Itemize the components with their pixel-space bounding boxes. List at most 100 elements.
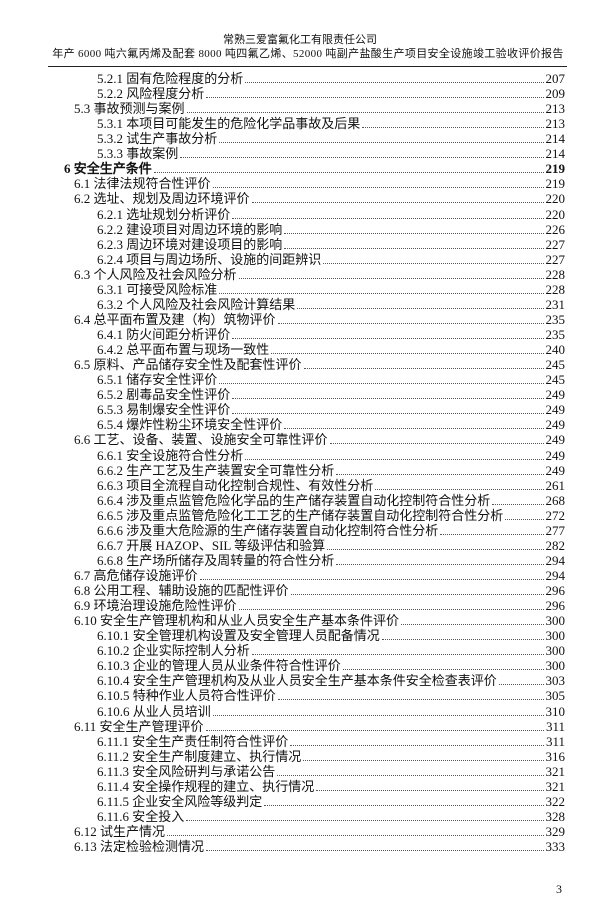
- toc-entry[interactable]: 6.3.2 个人风险及社会风险计算结果 231: [97, 297, 565, 312]
- toc-leader-dots: [238, 609, 544, 611]
- toc-entry[interactable]: 6.4.1 防火间距分析评价 235: [97, 327, 565, 342]
- toc-leader-dots: [277, 322, 544, 324]
- toc-entry-title: 5.3.1 本项目可能发生的危险化学品事故及后果: [97, 116, 361, 132]
- toc-entry[interactable]: 6.2.2 建设项目对周边环境的影响 226: [97, 222, 565, 237]
- toc-entry[interactable]: 6.10.2 企业实际控制人分析 300: [97, 643, 565, 658]
- toc-entry[interactable]: 6.6.6 涉及重大危险源的生产储存装置自动化控制符合性分析 277: [97, 523, 565, 538]
- toc-entry[interactable]: 6.11.6 安全投入 328: [97, 809, 565, 824]
- toc-entry[interactable]: 5.2.1 固有危险程度的分析 207: [97, 71, 565, 86]
- toc-entry-page: 333: [545, 839, 566, 855]
- toc-entry-title: 6.4 总平面布置及建（构）筑物评价: [74, 311, 276, 327]
- toc-entry[interactable]: 6.9 环境治理设施危险性评价 296: [74, 598, 565, 613]
- toc-entry[interactable]: 6 安全生产条件 219: [64, 161, 565, 176]
- toc-leader-dots: [186, 112, 544, 114]
- toc-entry[interactable]: 6.5.4 爆炸性粉尘环境安全性评价 249: [97, 417, 565, 432]
- toc-entry[interactable]: 6.5 原料、产品储存安全性及配套性评价 245: [74, 357, 565, 372]
- toc-entry-page: 305: [545, 688, 566, 704]
- toc-entry-title: 6.2.1 选址规划分析评价: [97, 206, 231, 222]
- toc-entry-title: 6.11.1 安全生产责任制符合性评价: [97, 733, 289, 749]
- toc-entry-page: 227: [545, 251, 566, 267]
- toc-entry-page: 249: [545, 387, 566, 403]
- toc-entry[interactable]: 6.5.3 易制爆安全性评价 249: [97, 402, 565, 417]
- toc-entry-page: 329: [545, 824, 566, 839]
- toc-leader-dots: [323, 262, 544, 264]
- toc-entry[interactable]: 6.8 公用工程、辅助设施的匹配性评价 296: [74, 583, 565, 598]
- toc-entry[interactable]: 5.3.1 本项目可能发生的危险化学品事故及后果 213: [97, 116, 565, 131]
- toc-leader-dots: [199, 578, 544, 580]
- toc-entry[interactable]: 6.6.1 安全设施符合性分析 249: [97, 448, 565, 463]
- toc-entry[interactable]: 6.2.4 项目与周边场所、设施的间距辨识 227: [97, 252, 565, 267]
- toc-entry-page: 310: [545, 703, 566, 719]
- toc-leader-dots: [440, 533, 544, 535]
- toc-entry[interactable]: 6.10.3 企业的管理人员从业条件符合性评价 300: [97, 658, 565, 673]
- toc-entry-title: 6.10.5 特种作业人员符合性评价: [97, 688, 276, 704]
- toc-entry-page: 228: [545, 266, 566, 282]
- toc-entry[interactable]: 6.10.5 特种作业人员符合性评价 305: [97, 688, 565, 703]
- toc-leader-dots: [180, 157, 544, 159]
- toc-entry[interactable]: 6.2.1 选址规划分析评价 220: [97, 207, 565, 222]
- toc-leader-dots: [284, 428, 544, 430]
- toc-entry[interactable]: 6.11.3 安全风险研判与承诺公告 321: [97, 764, 565, 779]
- toc-leader-dots: [342, 669, 544, 671]
- toc-entry[interactable]: 6.4 总平面布置及建（构）筑物评价 235: [74, 312, 565, 327]
- toc-entry[interactable]: 6.10.4 安全生产管理机构及从业人员安全生产基本条件安全检查表评价 303: [97, 673, 565, 688]
- toc-entry[interactable]: 5.3.3 事故案例 214: [97, 146, 565, 161]
- toc-entry[interactable]: 6.6.4 涉及重点监管危险化学品的生产储存装置自动化控制符合性分析 268: [97, 493, 565, 508]
- toc-entry[interactable]: 6.2.3 周边环境对建设项目的影响 227: [97, 237, 565, 252]
- toc-entry-title: 5.3 事故预测与案例: [74, 101, 185, 117]
- toc-entry-title: 6.2.3 周边环境对建设项目的影响: [97, 236, 283, 252]
- toc-leader-dots: [212, 187, 544, 189]
- toc-entry-page: 249: [545, 432, 566, 448]
- toc-entry-page: 300: [545, 613, 566, 629]
- toc-leader-dots: [219, 292, 544, 294]
- toc-entry[interactable]: 5.3 事故预测与案例 213: [74, 101, 565, 116]
- toc-entry[interactable]: 6.11.4 安全操作规程的建立、执行情况 321: [97, 779, 565, 794]
- toc-entry[interactable]: 6.11.1 安全生产责任制符合性评价 311: [97, 734, 565, 749]
- toc-entry[interactable]: 6.5.2 剧毒品安全性评价 249: [97, 387, 565, 402]
- toc-leader-dots: [238, 277, 544, 279]
- toc-leader-dots: [232, 398, 544, 400]
- toc-entry-page: 328: [545, 808, 566, 824]
- toc-entry[interactable]: 6.1 法律法规符合性评价 219: [74, 176, 565, 191]
- toc-entry[interactable]: 6.10.1 安全管理机构设置及安全管理人员配备情况 300: [97, 628, 565, 643]
- toc-entry-page: 249: [545, 417, 566, 433]
- toc-entry[interactable]: 6.11.5 企业安全风险等级判定 322: [97, 794, 565, 809]
- toc-entry[interactable]: 6.4.2 总平面布置与现场一致性 240: [97, 342, 565, 357]
- toc-entry-title: 6.1 法律法规符合性评价: [74, 176, 211, 192]
- toc-entry[interactable]: 6.6 工艺、设备、装置、设施安全可靠性评价 249: [74, 432, 565, 447]
- toc-entry[interactable]: 6.6.8 生产场所储存及周转量的符合性分析 294: [97, 553, 565, 568]
- toc-entry[interactable]: 6.6.2 生产工艺及生产装置安全可靠性分析 249: [97, 463, 565, 478]
- toc-leader-dots: [498, 684, 544, 686]
- toc-entry[interactable]: 6.3 个人风险及社会风险分析 228: [74, 267, 565, 282]
- toc-leader-dots: [362, 127, 544, 129]
- toc-entry[interactable]: 6.3.1 可接受风险标准 228: [97, 282, 565, 297]
- toc-entry-page: 303: [545, 673, 566, 689]
- toc-entry[interactable]: 6.6.3 项目全流程自动化控制合规性、有效性分析 261: [97, 478, 565, 493]
- toc-entry[interactable]: 6.12 试生产情况 329: [74, 824, 565, 839]
- toc-entry-page: 282: [545, 537, 566, 553]
- toc-entry[interactable]: 6.2 选址、规划及周边环境评价 220: [74, 191, 565, 206]
- toc-entry[interactable]: 6.6.7 开展 HAZOP、SIL 等级评估和验算 282: [97, 538, 565, 553]
- toc-entry-title: 6.9 环境治理设施危险性评价: [74, 598, 237, 614]
- toc-entry[interactable]: 6.7 高危储存设施评价 294: [74, 568, 565, 583]
- toc-entry[interactable]: 5.3.2 试生产事故分析 214: [97, 131, 565, 146]
- toc-entry[interactable]: 5.2.2 风险程度分析 209: [97, 86, 565, 101]
- toc-entry[interactable]: 6.13 法定检验检测情况 333: [74, 839, 565, 854]
- toc-entry[interactable]: 6.10 安全生产管理机构和从业人员安全生产基本条件评价 300: [74, 613, 565, 628]
- toc-entry-page: 296: [545, 583, 566, 599]
- toc-entry[interactable]: 6.6.5 涉及重点监管危险化工工艺的生产储存装置自动化控制符合性分析 272: [97, 508, 565, 523]
- toc-entry[interactable]: 6.11 安全生产管理评价 311: [74, 719, 565, 734]
- toc-leader-dots: [336, 473, 544, 475]
- toc-entry-page: 268: [545, 492, 566, 508]
- toc-entry-page: 214: [545, 146, 566, 162]
- toc-entry-title: 6.11.5 企业安全风险等级判定: [97, 793, 263, 809]
- toc-entry[interactable]: 6.10.6 从业人员培训 310: [97, 704, 565, 719]
- toc-leader-dots: [329, 443, 544, 445]
- toc-entry-page: 220: [545, 206, 566, 222]
- toc-entry[interactable]: 6.11.2 安全生产制度建立、执行情况 316: [97, 749, 565, 764]
- toc-entry-page: 300: [545, 628, 566, 644]
- toc-entry[interactable]: 6.5.1 储存安全性评价 245: [97, 372, 565, 387]
- toc-entry-title: 6.3 个人风险及社会风险分析: [74, 266, 237, 282]
- toc-entry-page: 321: [545, 778, 566, 794]
- toc-entry-title: 6.6.8 生产场所储存及周转量的符合性分析: [97, 552, 335, 568]
